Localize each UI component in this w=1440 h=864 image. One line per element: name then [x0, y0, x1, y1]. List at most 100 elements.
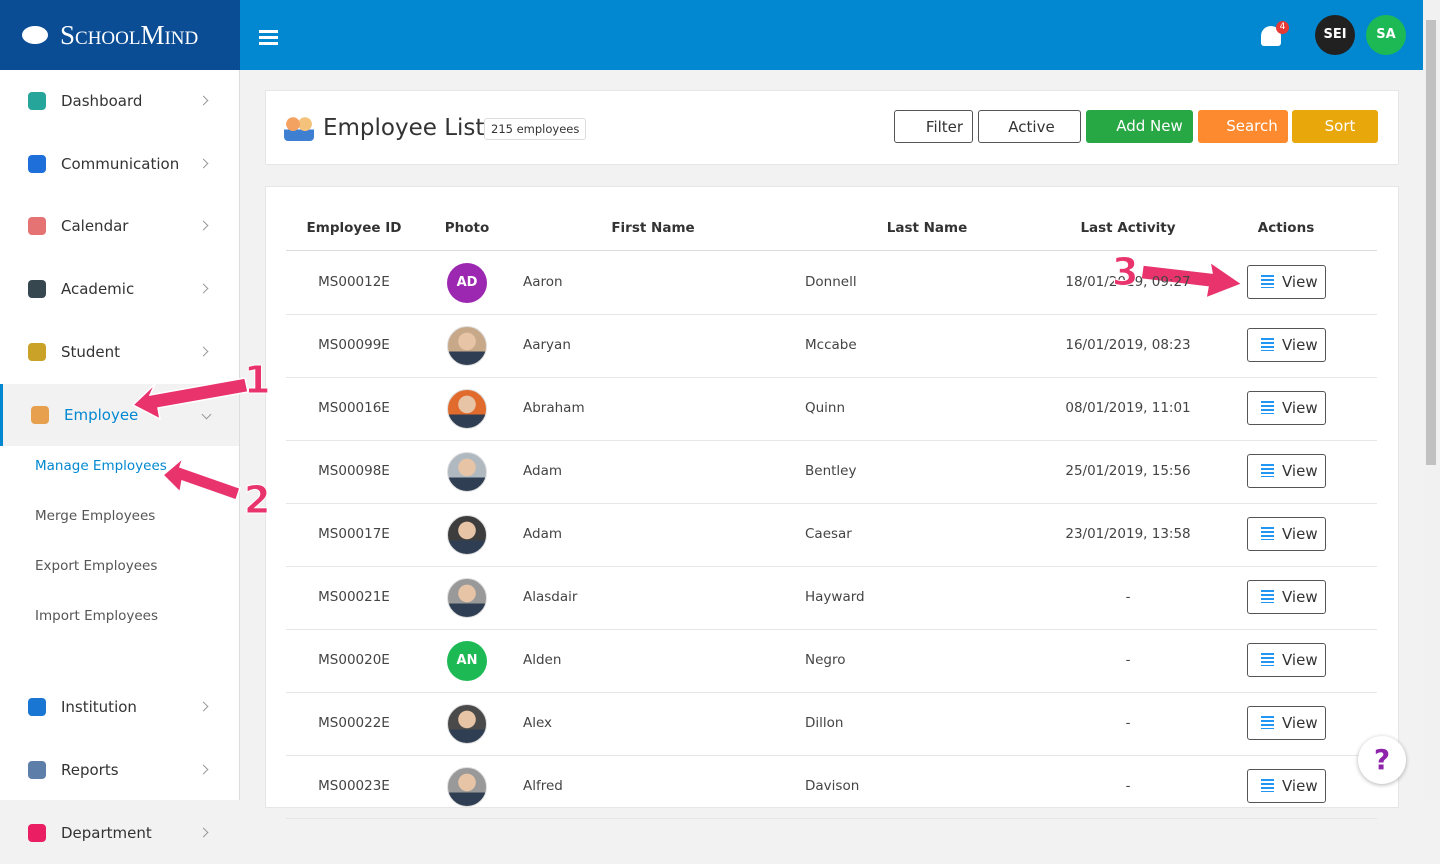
nav-item[interactable]: Calendar [0, 195, 239, 257]
column-header: Last Name [886, 220, 968, 236]
nav-label: Employee [64, 405, 139, 424]
employee-id: MS00012E [318, 274, 390, 290]
last-name: Caesar [805, 526, 852, 542]
column-header: Employee ID [306, 220, 402, 236]
submenu-item[interactable]: Import Employees [35, 608, 158, 625]
employee-id: MS00023E [318, 778, 390, 794]
header-button[interactable]: Active [978, 110, 1081, 143]
first-name: Adam [523, 526, 562, 542]
row-divider [286, 314, 1377, 315]
nav-item[interactable]: Communication [0, 133, 239, 195]
user-avatar[interactable]: SEI [1315, 15, 1355, 55]
view-button[interactable]: View [1247, 517, 1326, 551]
nav-label: Dashboard [61, 92, 143, 110]
employee-photo [447, 452, 487, 492]
avatar-initials: AN [447, 641, 487, 681]
menu-toggle[interactable] [259, 30, 278, 33]
button-label: Filter [925, 118, 964, 136]
logo[interactable]: SchoolMind [0, 0, 240, 70]
nav-icon [28, 760, 46, 779]
view-button[interactable]: View [1247, 706, 1326, 740]
view-button[interactable]: View [1247, 769, 1326, 803]
employee-photo [447, 767, 487, 807]
nav-icon [31, 405, 49, 424]
submenu-item[interactable]: Export Employees [35, 558, 158, 575]
nav-icon [28, 342, 46, 361]
annotation-number: 1 [243, 358, 271, 403]
view-button[interactable]: View [1247, 454, 1326, 488]
nav-item[interactable]: Student [0, 321, 239, 383]
last-activity: 23/01/2019, 13:58 [1065, 526, 1191, 542]
first-name: Adam [523, 463, 562, 479]
nav-label: Student [61, 342, 121, 361]
submenu-item[interactable]: Merge Employees [35, 508, 156, 525]
employee-photo [447, 704, 487, 744]
employee-id: MS00099E [318, 337, 390, 353]
button-label: Add New [1116, 117, 1183, 135]
arrow [131, 377, 249, 421]
employee-id: MS00020E [318, 652, 390, 668]
arrow [1140, 260, 1244, 300]
help-button[interactable]: ? [1358, 736, 1406, 784]
nav-icon [28, 92, 46, 110]
nav-label: Communication [61, 154, 180, 173]
nav-item[interactable]: Department [0, 802, 239, 864]
nav-label: Reports [61, 760, 119, 779]
view-button[interactable]: View [1247, 328, 1326, 362]
page: 4 SEI SA SchoolMind Dashboard Communicati… [0, 0, 1436, 842]
view-button[interactable]: View [1247, 643, 1326, 677]
last-name: Dillon [805, 715, 844, 731]
nav-icon [28, 823, 46, 842]
employee-id: MS00021E [318, 589, 390, 605]
last-name: Bentley [805, 463, 857, 479]
nav-icon [28, 217, 46, 236]
column-header: Last Activity [1080, 220, 1176, 236]
column-header: Actions [1257, 220, 1315, 236]
employee-id: MS00016E [318, 400, 390, 416]
header-button[interactable]: Sort [1292, 110, 1378, 143]
header-button[interactable]: Search [1198, 110, 1288, 143]
submenu-item[interactable]: Manage Employees [35, 458, 167, 475]
employee-id: MS00098E [318, 463, 390, 479]
view-button[interactable]: View [1247, 265, 1326, 299]
logo-icon [22, 26, 48, 44]
employee-id: MS00017E [318, 526, 390, 542]
column-header: Photo [444, 220, 490, 236]
bell-icon[interactable] [1261, 26, 1281, 46]
first-name: Alfred [523, 778, 563, 794]
nav-label: Calendar [61, 217, 129, 236]
first-name: Alasdair [523, 589, 578, 605]
user-avatar[interactable]: SA [1366, 15, 1406, 55]
nav-label: Institution [61, 698, 137, 717]
employee-photo [447, 515, 487, 555]
header-button[interactable]: Add New [1086, 110, 1193, 143]
row-divider [286, 755, 1377, 756]
nav-item[interactable]: Academic [0, 258, 239, 320]
row-divider [286, 818, 1377, 819]
button-label: Active [1008, 118, 1055, 136]
avatar-initials: AD [447, 263, 487, 303]
chevron [198, 827, 209, 838]
last-name: Mccabe [805, 337, 857, 353]
employee-count: 215 employees [484, 118, 587, 140]
last-activity: 18/01/2019, 09:27 [1065, 274, 1191, 290]
header-button[interactable]: Filter [894, 110, 973, 143]
scrollbar-thumb[interactable] [1426, 20, 1436, 465]
view-button[interactable]: View [1247, 580, 1326, 614]
employee-photo [447, 326, 487, 366]
view-button[interactable]: View [1247, 391, 1326, 425]
row-divider [286, 566, 1377, 567]
sidebar: Dashboard Communication Calendar Academic St… [0, 70, 240, 842]
last-activity: 25/01/2019, 15:56 [1065, 463, 1191, 479]
first-name: Alex [523, 715, 553, 731]
nav-item[interactable]: Institution [0, 676, 239, 738]
employee-photo [447, 578, 487, 618]
nav-icon [28, 280, 46, 299]
first-name: Aaryan [523, 337, 571, 353]
nav-item[interactable]: Reports [0, 739, 239, 801]
row-divider [286, 503, 1377, 504]
nav-item[interactable]: Dashboard [0, 70, 239, 132]
last-activity: - [1125, 715, 1131, 731]
last-activity: - [1125, 589, 1131, 605]
first-name: Aaron [523, 274, 563, 290]
